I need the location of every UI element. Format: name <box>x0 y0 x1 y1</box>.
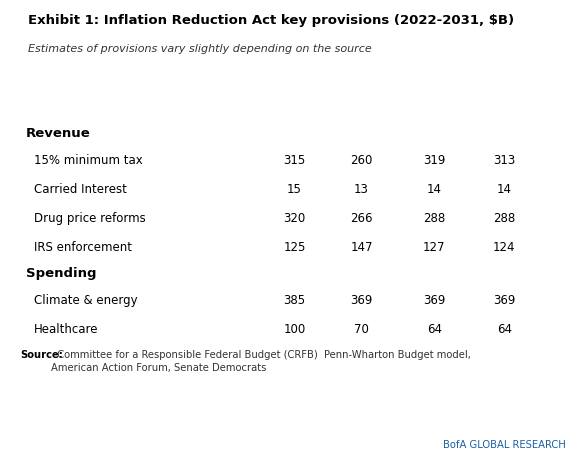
Text: 15% minimum tax: 15% minimum tax <box>34 154 143 167</box>
Text: 369: 369 <box>493 294 515 308</box>
Text: Spending: Spending <box>26 267 96 281</box>
Text: 15: 15 <box>287 183 302 196</box>
Text: 125: 125 <box>283 240 305 254</box>
Text: 288: 288 <box>423 212 445 225</box>
Text: 320: 320 <box>283 212 305 225</box>
Text: Healthcare: Healthcare <box>34 323 99 336</box>
Text: Penn-
Wharton: Penn- Wharton <box>335 88 388 110</box>
Text: Exhibit 1: Inflation Reduction Act key provisions (2022-2031, $B): Exhibit 1: Inflation Reduction Act key p… <box>28 14 514 27</box>
Text: Drug price reforms: Drug price reforms <box>34 212 146 225</box>
Text: 127: 127 <box>423 240 445 254</box>
Text: Senate
Dem.: Senate Dem. <box>483 88 526 110</box>
Text: 369: 369 <box>350 294 373 308</box>
Text: 315: 315 <box>283 154 305 167</box>
Text: 313: 313 <box>493 154 515 167</box>
Text: Carried Interest: Carried Interest <box>34 183 127 196</box>
Text: 385: 385 <box>283 294 305 308</box>
Text: 147: 147 <box>350 240 373 254</box>
Text: 288: 288 <box>493 212 515 225</box>
Text: Source:: Source: <box>20 350 64 360</box>
Text: CRFB: CRFB <box>278 94 311 104</box>
Text: 14: 14 <box>497 183 512 196</box>
Text: 70: 70 <box>354 323 369 336</box>
Text: Climate & energy: Climate & energy <box>34 294 138 308</box>
Text: American
Action
Forum: American Action Forum <box>405 81 463 116</box>
Text: 64: 64 <box>497 323 512 336</box>
Text: IRS enforcement: IRS enforcement <box>34 240 132 254</box>
Text: 260: 260 <box>350 154 373 167</box>
Text: 266: 266 <box>350 212 373 225</box>
Text: 100: 100 <box>283 323 305 336</box>
Text: 13: 13 <box>354 183 369 196</box>
Text: 124: 124 <box>493 240 515 254</box>
Text: Estimates of provisions vary slightly depending on the source: Estimates of provisions vary slightly de… <box>28 44 372 54</box>
Text: 14: 14 <box>427 183 442 196</box>
Text: 64: 64 <box>427 323 442 336</box>
Text: 319: 319 <box>423 154 445 167</box>
Text: Revenue: Revenue <box>26 127 90 140</box>
Text: Committee for a Responsible Federal Budget (CRFB)  Penn-Wharton Budget model,
Am: Committee for a Responsible Federal Budg… <box>51 350 471 373</box>
Text: 369: 369 <box>423 294 445 308</box>
Text: BofA GLOBAL RESEARCH: BofA GLOBAL RESEARCH <box>442 440 566 450</box>
